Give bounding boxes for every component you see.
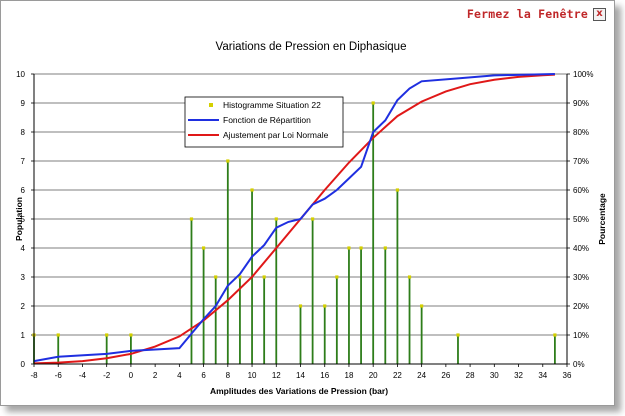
histogram-marker bbox=[407, 275, 412, 279]
x-tick-label: 22 bbox=[393, 371, 402, 380]
histogram-marker bbox=[250, 188, 254, 192]
repartition-line bbox=[33, 73, 555, 363]
histogram-marker bbox=[395, 188, 400, 192]
x-tick-label: 28 bbox=[466, 371, 475, 380]
y-tick-label-left: 5 bbox=[21, 215, 26, 224]
x-tick-label: 30 bbox=[490, 371, 499, 380]
histogram-marker bbox=[201, 246, 206, 250]
axis-ticks: 0 0% 1 10% 2 20% 3 30% 4 40% 5 50% 6 60% 7 70% 8 80% 9 90% 1… bbox=[16, 70, 593, 380]
x-tick-label: 36 bbox=[563, 371, 572, 380]
legend-label-normale: Ajustement par Loi Normale bbox=[223, 130, 329, 140]
histogram-marker bbox=[311, 217, 315, 221]
histogram-marker bbox=[383, 246, 387, 250]
x-tick-label: 34 bbox=[538, 371, 547, 380]
histogram-marker bbox=[298, 304, 303, 308]
histogram-marker bbox=[129, 333, 133, 337]
histogram-marker bbox=[105, 333, 109, 337]
x-tick-label: 6 bbox=[201, 371, 206, 380]
histogram-marker bbox=[347, 246, 351, 250]
histogram-marker bbox=[262, 275, 266, 279]
y-tick-label-left: 9 bbox=[21, 99, 26, 108]
axes bbox=[33, 74, 568, 365]
chart-title: Variations de Pression en Diphasique bbox=[216, 41, 407, 53]
chart-window: Fermez la Fenêtre x Variations de Pressi… bbox=[0, 0, 615, 406]
histogram-stems bbox=[32, 101, 557, 364]
x-tick-label: 0 bbox=[129, 371, 134, 380]
y-tick-label-right: 50% bbox=[573, 215, 589, 224]
histogram-marker bbox=[420, 304, 424, 308]
y-tick-label-left: 6 bbox=[21, 186, 26, 195]
x-tick-label: -4 bbox=[79, 371, 87, 380]
x-tick-label: -6 bbox=[55, 371, 63, 380]
y-tick-label-right: 70% bbox=[573, 157, 589, 166]
x-tick-label: 8 bbox=[226, 371, 231, 380]
legend: Histogramme Situation 22 Fonction de Rép… bbox=[184, 96, 344, 148]
histogram-marker bbox=[553, 333, 557, 337]
y-tick-label-right: 40% bbox=[573, 244, 589, 253]
x-tick-label: 16 bbox=[320, 371, 329, 380]
histogram-marker bbox=[274, 217, 278, 221]
y-tick-label-left: 7 bbox=[21, 157, 26, 166]
x-tick-label: 32 bbox=[514, 371, 523, 380]
x-tick-label: -2 bbox=[103, 371, 111, 380]
y-tick-label-right: 100% bbox=[573, 70, 593, 79]
histogram-marker bbox=[189, 217, 194, 221]
x-tick-label: 20 bbox=[369, 371, 378, 380]
histogram-marker bbox=[226, 159, 230, 163]
x-tick-label: 4 bbox=[177, 371, 182, 380]
histogram-marker bbox=[214, 275, 218, 279]
histogram-marker bbox=[56, 333, 60, 337]
y-tick-label-right: 60% bbox=[573, 186, 589, 195]
x-axis-label: Amplitudes des Variations de Pression (b… bbox=[210, 386, 388, 396]
y-tick-label-left: 4 bbox=[21, 244, 26, 253]
histogram-marker bbox=[371, 101, 375, 105]
histogram-marker bbox=[359, 246, 363, 250]
y-tick-label-right: 30% bbox=[573, 273, 589, 282]
histogram-marker bbox=[323, 304, 327, 308]
x-tick-label: 10 bbox=[248, 371, 257, 380]
legend-label-repartition: Fonction de Répartition bbox=[223, 115, 311, 125]
close-icon[interactable]: x bbox=[593, 7, 606, 21]
y-tick-label-left: 3 bbox=[21, 273, 26, 282]
y-axis-label-left: Population bbox=[14, 197, 24, 241]
x-tick-label: 18 bbox=[345, 371, 354, 380]
legend-marker-histogram bbox=[209, 103, 213, 107]
distribution-lines bbox=[33, 73, 555, 365]
y-tick-label-right: 10% bbox=[573, 331, 589, 340]
legend-label-histogram: Histogramme Situation 22 bbox=[223, 100, 321, 110]
close-window-link[interactable]: Fermez la Fenêtre bbox=[466, 7, 588, 21]
x-tick-label: 2 bbox=[153, 371, 158, 380]
x-tick-label: 12 bbox=[272, 371, 281, 380]
y-axis-label-right: Pourcentage bbox=[597, 193, 607, 245]
y-tick-label-right: 0% bbox=[573, 360, 585, 369]
chart: Variations de Pression en Diphasique 0 0%… bbox=[14, 41, 607, 396]
y-tick-label-left: 8 bbox=[21, 128, 26, 137]
y-tick-label-left: 10 bbox=[16, 70, 25, 79]
y-tick-label-left: 0 bbox=[21, 360, 26, 369]
y-tick-label-left: 2 bbox=[21, 302, 26, 311]
histogram-marker bbox=[335, 275, 339, 279]
y-tick-label-left: 1 bbox=[21, 331, 26, 340]
x-tick-label: 14 bbox=[296, 371, 305, 380]
histogram-marker bbox=[238, 275, 242, 279]
y-tick-label-right: 80% bbox=[573, 128, 589, 137]
x-tick-label: 24 bbox=[417, 371, 426, 380]
histogram-marker bbox=[456, 333, 460, 337]
y-tick-label-right: 90% bbox=[573, 99, 589, 108]
window-titlebar: Fermez la Fenêtre x bbox=[467, 6, 606, 22]
y-tick-label-right: 20% bbox=[573, 302, 589, 311]
x-tick-label: -8 bbox=[30, 371, 38, 380]
x-tick-label: 26 bbox=[441, 371, 450, 380]
